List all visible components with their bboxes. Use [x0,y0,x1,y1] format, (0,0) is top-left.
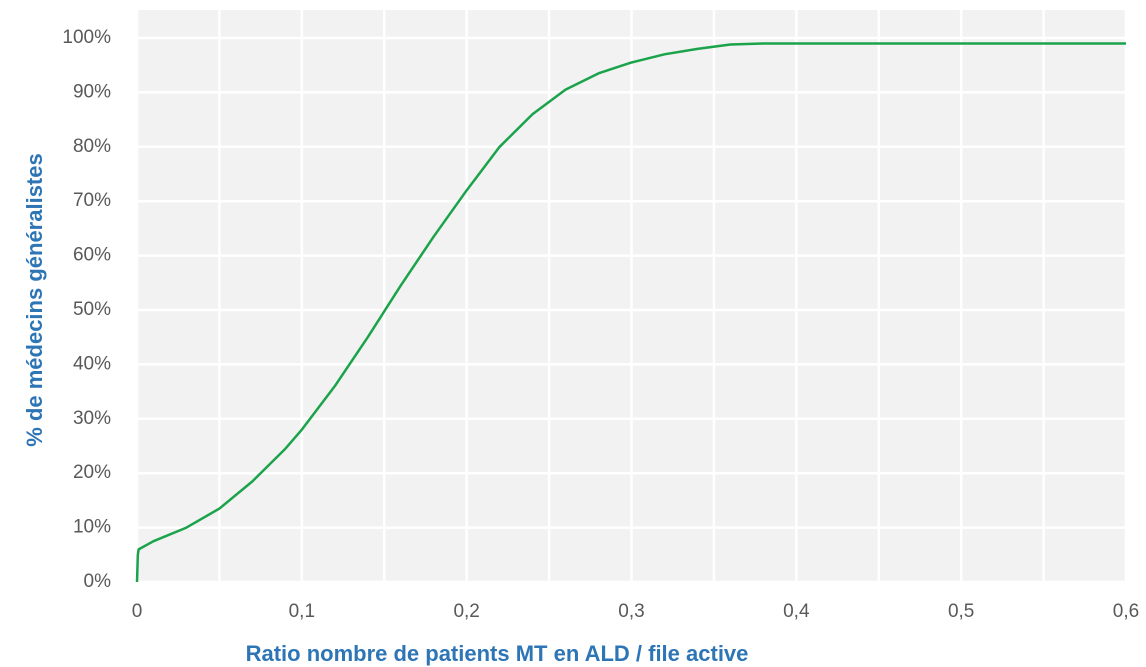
y-tick-label: 60% [73,245,111,266]
y-tick-label: 40% [73,353,111,374]
x-tick-label: 0,2 [453,601,479,622]
x-tick-label: 0,1 [289,601,315,622]
x-tick-label: 0,6 [1113,601,1139,622]
y-tick-label: 0% [84,571,112,592]
x-tick-label: 0 [132,601,143,622]
y-tick-label: 70% [73,190,111,211]
y-tick-label: 20% [73,462,111,483]
line [135,42,1126,583]
y-tick-label: 90% [73,81,111,102]
y-tick-label: 100% [62,27,111,48]
x-tick-label: 0,3 [618,601,644,622]
x-tick-label: 0,4 [783,601,810,622]
x-tick-label: 0,5 [948,601,974,622]
y-tick-label: 10% [73,517,111,538]
x-axis-title: Ratio nombre de patients MT en ALD / fil… [246,641,749,666]
y-tick-label: 50% [73,299,111,320]
y-tick-label: 80% [73,136,111,157]
y-axis-title: % de médecins généralistes [22,153,47,446]
y-tick-label: 30% [73,408,111,429]
